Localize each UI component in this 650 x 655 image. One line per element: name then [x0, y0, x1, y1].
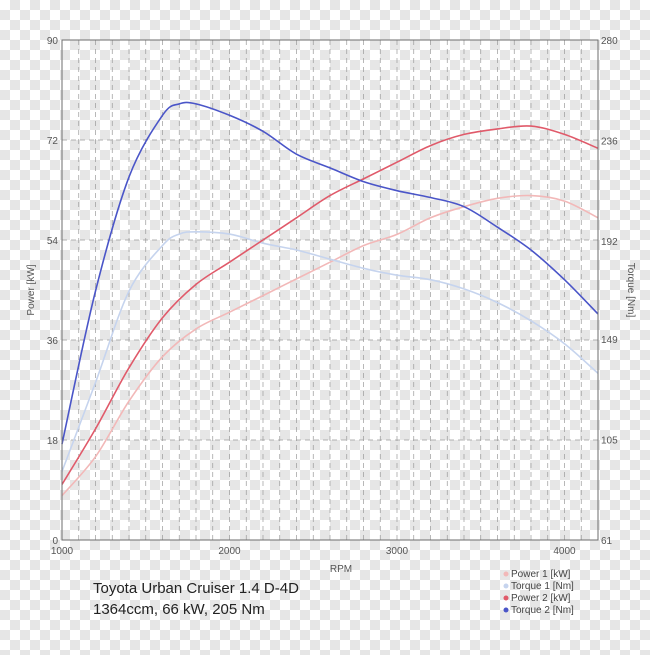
series-lines	[61, 101, 599, 497]
legend-label: Power 2 [kW]	[511, 593, 571, 604]
y-right-tick-label: 149	[601, 335, 618, 346]
legend-marker	[503, 607, 509, 613]
series-line-1	[61, 194, 599, 497]
y-right-tick-label: 105	[601, 436, 618, 447]
series-line-4	[61, 101, 599, 445]
x-tick-label: 2000	[218, 546, 241, 557]
legend-label: Torque 1 [Nm]	[511, 581, 574, 592]
series-line-2	[61, 231, 599, 472]
y-left-tick-label: 18	[47, 436, 59, 447]
y-right-tick-label: 192	[601, 237, 618, 248]
grid	[62, 40, 598, 540]
y-left-tick-label: 72	[47, 136, 59, 147]
y-left-tick-label: 36	[47, 336, 59, 347]
legend-marker	[503, 595, 509, 601]
y-left-tick-label: 54	[47, 236, 59, 247]
axes: 1000 2000 3000 4000 0 18 36 54 72 90 61 105 149 192 23…	[47, 36, 618, 557]
x-tick-label: 1000	[51, 546, 74, 557]
chart-caption-subtitle: 1364ccm, 66 kW, 205 Nm	[93, 601, 265, 618]
legend-label: Power 1 [kW]	[511, 569, 571, 580]
y-axis-left-title: Power [kW]	[26, 264, 37, 315]
x-tick-label: 3000	[386, 546, 409, 557]
y-left-tick-label: 0	[52, 536, 58, 547]
legend-label: Torque 2 [Nm]	[511, 605, 574, 616]
y-left-tick-label: 90	[47, 36, 59, 47]
x-axis-title: RPM	[330, 564, 352, 575]
legend: Power 1 [kW]Torque 1 [Nm]Power 2 [kW]Tor…	[503, 569, 574, 616]
y-right-tick-label: 280	[601, 36, 618, 47]
plot-frame	[61, 39, 599, 541]
y-right-tick-label: 236	[601, 136, 618, 147]
x-tick-label: 4000	[553, 546, 576, 557]
y-axis-right-title: Torque [Nm]	[625, 263, 636, 318]
chart-caption-title: Toyota Urban Cruiser 1.4 D-4D	[93, 580, 299, 597]
y-right-tick-label: 61	[601, 536, 613, 547]
legend-marker	[503, 571, 509, 577]
legend-marker	[503, 583, 509, 589]
series-line-3	[61, 125, 599, 485]
